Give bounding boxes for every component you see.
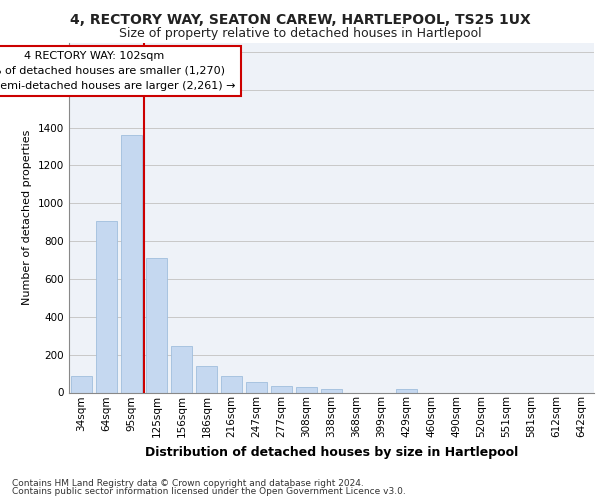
Bar [296,387,317,392]
Bar [396,388,417,392]
Text: Contains HM Land Registry data © Crown copyright and database right 2024.: Contains HM Land Registry data © Crown c… [12,478,364,488]
Text: Size of property relative to detached houses in Hartlepool: Size of property relative to detached ho… [119,28,481,40]
X-axis label: Distribution of detached houses by size in Hartlepool: Distribution of detached houses by size … [145,446,518,458]
Bar [146,258,167,392]
Text: Contains public sector information licensed under the Open Government Licence v3: Contains public sector information licen… [12,487,406,496]
Bar [171,346,192,393]
Bar [196,366,217,392]
Bar [221,376,242,392]
Text: 4 RECTORY WAY: 102sqm
← 35% of detached houses are smaller (1,270)
62% of semi-d: 4 RECTORY WAY: 102sqm ← 35% of detached … [0,51,236,90]
Bar [321,389,342,392]
Bar [71,376,92,392]
Bar [121,135,142,392]
Bar [246,382,267,392]
Text: 4, RECTORY WAY, SEATON CAREW, HARTLEPOOL, TS25 1UX: 4, RECTORY WAY, SEATON CAREW, HARTLEPOOL… [70,12,530,26]
Bar [96,222,117,392]
Y-axis label: Number of detached properties: Number of detached properties [22,130,32,305]
Bar [271,386,292,392]
